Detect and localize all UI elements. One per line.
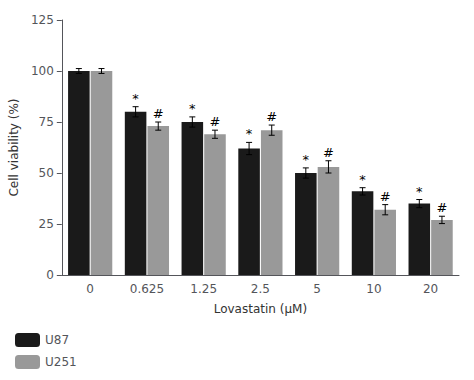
- svg-text:U87: U87: [45, 333, 69, 347]
- svg-text:1.25: 1.25: [190, 282, 217, 296]
- svg-text:0: 0: [86, 282, 94, 296]
- svg-text:20: 20: [423, 282, 438, 296]
- svg-text:*: *: [303, 152, 310, 167]
- svg-text:75: 75: [39, 115, 54, 129]
- svg-text:#: #: [153, 106, 164, 121]
- svg-text:5: 5: [313, 282, 321, 296]
- svg-text:100: 100: [31, 64, 54, 78]
- svg-text:*: *: [246, 126, 253, 141]
- svg-text:125: 125: [31, 13, 54, 27]
- svg-text:Cell viability (%): Cell viability (%): [7, 98, 21, 196]
- svg-text:#: #: [380, 189, 391, 204]
- svg-text:*: *: [189, 101, 196, 116]
- svg-text:#: #: [436, 200, 447, 215]
- svg-text:*: *: [359, 172, 366, 187]
- svg-text:10: 10: [366, 282, 381, 296]
- svg-text:0: 0: [46, 268, 54, 282]
- svg-text:#: #: [210, 114, 221, 129]
- svg-text:Lovastatin (μM): Lovastatin (μM): [214, 302, 307, 316]
- svg-text:*: *: [416, 184, 423, 199]
- svg-text:#: #: [323, 145, 334, 160]
- svg-text:*: *: [132, 91, 139, 106]
- svg-text:0.625: 0.625: [130, 282, 164, 296]
- svg-text:2.5: 2.5: [251, 282, 270, 296]
- svg-text:#: #: [266, 109, 277, 124]
- svg-text:50: 50: [39, 166, 54, 180]
- svg-text:25: 25: [39, 217, 54, 231]
- svg-text:U251: U251: [45, 355, 77, 369]
